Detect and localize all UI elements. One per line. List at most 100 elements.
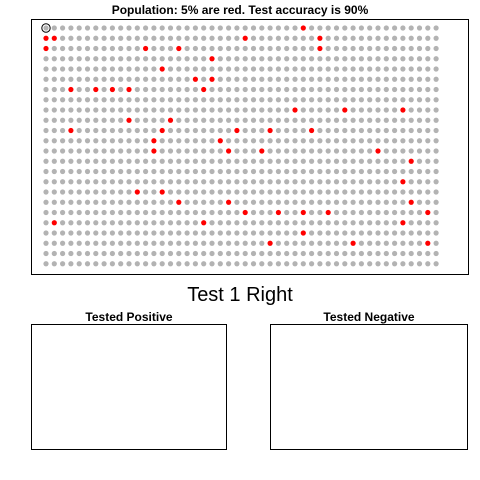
population-dot	[416, 240, 423, 246]
population-dot	[192, 179, 198, 185]
population-dot	[93, 35, 99, 41]
population-dot	[159, 86, 165, 93]
population-dot	[383, 35, 389, 41]
population-dot	[408, 209, 414, 216]
population-dot	[192, 138, 198, 144]
population-dot	[201, 107, 207, 113]
population-dot	[159, 240, 165, 246]
population-dot	[425, 148, 431, 154]
population-dot	[284, 97, 290, 103]
population-dot	[350, 168, 356, 175]
population-dot	[333, 76, 340, 82]
population-dot	[425, 35, 431, 41]
population-dot	[134, 148, 140, 154]
population-dot	[43, 97, 49, 103]
population-dot	[325, 56, 331, 62]
population-dot	[358, 250, 364, 257]
population-dot	[126, 189, 132, 195]
population-dot	[101, 220, 107, 226]
population-dot	[234, 209, 240, 216]
population-dot	[433, 86, 439, 93]
population-dot	[134, 220, 140, 226]
population-dot	[118, 220, 124, 226]
population-dot	[109, 97, 115, 103]
population-dot	[167, 240, 174, 246]
population-dot	[217, 261, 223, 267]
population-dot	[84, 138, 91, 144]
population-dot	[383, 261, 389, 267]
population-dot	[242, 97, 248, 103]
population-dot	[176, 97, 182, 103]
population-dot	[176, 56, 182, 62]
population-dot	[284, 25, 290, 31]
population-dot	[350, 86, 356, 93]
population-dot	[416, 76, 423, 82]
red-individual-dot	[300, 209, 306, 216]
population-dot	[209, 209, 215, 216]
red-individual-dot	[275, 209, 281, 216]
population-dot	[192, 56, 198, 62]
population-dot	[151, 45, 157, 52]
population-dot	[217, 158, 223, 164]
population-dot	[134, 209, 140, 216]
population-dot	[84, 66, 91, 72]
red-individual-dot	[425, 209, 431, 216]
red-individual-dot	[317, 35, 323, 41]
population-dot	[60, 220, 66, 226]
population-dot	[217, 86, 223, 93]
population-dot	[143, 240, 149, 246]
population-dot	[367, 148, 373, 154]
population-dot	[84, 148, 91, 154]
population-dot	[51, 97, 57, 103]
red-individual-dot	[201, 220, 207, 226]
population-dot	[275, 148, 281, 154]
population-dot	[242, 56, 248, 62]
population-dot	[250, 148, 257, 154]
population-dot	[159, 168, 165, 175]
population-dot	[60, 97, 66, 103]
population-dot	[425, 158, 431, 164]
population-dot	[383, 209, 389, 216]
population-dot	[84, 230, 91, 236]
population-dot	[51, 56, 57, 62]
population-dot	[68, 179, 74, 185]
population-dot	[325, 168, 331, 175]
population-dot	[317, 209, 323, 216]
population-dot	[275, 107, 281, 113]
population-dot	[192, 250, 198, 257]
population-dot	[242, 25, 248, 31]
population-dot	[309, 230, 315, 236]
population-dot	[392, 127, 398, 134]
population-dot	[425, 168, 431, 175]
red-individual-dot	[234, 127, 240, 134]
population-dot	[192, 127, 198, 134]
population-dot	[284, 45, 290, 52]
population-dot	[68, 209, 74, 216]
population-dot	[284, 209, 290, 216]
population-dot	[226, 261, 232, 267]
population-dot	[126, 230, 132, 236]
population-dot	[383, 189, 389, 195]
population-dot	[408, 117, 414, 123]
population-dot	[416, 45, 423, 52]
population-dot	[192, 25, 198, 31]
population-dot	[425, 261, 431, 267]
population-dot	[43, 230, 49, 236]
population-dot	[342, 25, 348, 31]
population-dot	[51, 168, 57, 175]
red-individual-dot	[242, 209, 248, 216]
population-dot	[317, 56, 323, 62]
red-individual-dot	[143, 45, 149, 52]
population-dot	[234, 107, 240, 113]
population-dot	[226, 220, 232, 226]
population-dot	[242, 148, 248, 154]
population-dot	[267, 230, 273, 236]
population-dot	[143, 56, 149, 62]
population-dot	[375, 56, 381, 62]
population-dot	[159, 117, 165, 123]
population-dot	[101, 107, 107, 113]
population-dot	[383, 107, 389, 113]
population-dot	[209, 107, 215, 113]
population-dot	[292, 261, 298, 267]
population-dot	[167, 199, 174, 205]
